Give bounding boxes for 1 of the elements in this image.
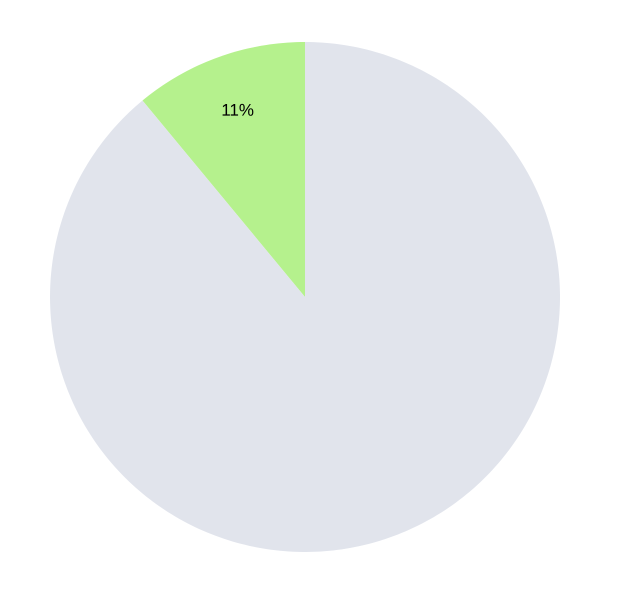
data-label: 11%: [222, 104, 254, 116]
